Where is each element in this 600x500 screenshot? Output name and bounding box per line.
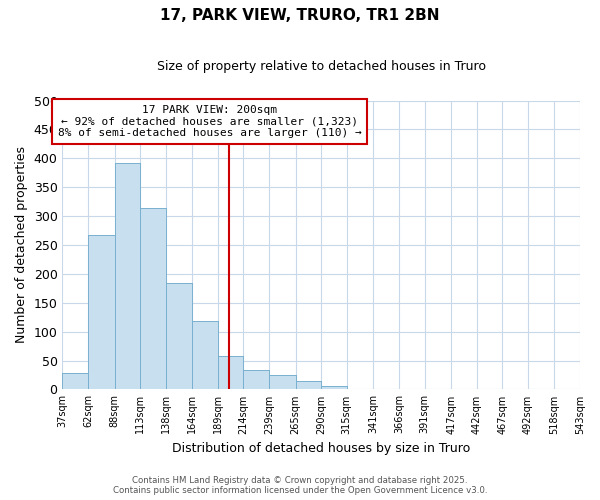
X-axis label: Distribution of detached houses by size in Truro: Distribution of detached houses by size … [172, 442, 470, 455]
Text: 17, PARK VIEW, TRURO, TR1 2BN: 17, PARK VIEW, TRURO, TR1 2BN [160, 8, 440, 22]
Title: Size of property relative to detached houses in Truro: Size of property relative to detached ho… [157, 60, 486, 73]
Text: Contains HM Land Registry data © Crown copyright and database right 2025.
Contai: Contains HM Land Registry data © Crown c… [113, 476, 487, 495]
Text: 17 PARK VIEW: 200sqm
← 92% of detached houses are smaller (1,323)
8% of semi-det: 17 PARK VIEW: 200sqm ← 92% of detached h… [58, 105, 362, 138]
Y-axis label: Number of detached properties: Number of detached properties [15, 146, 28, 344]
